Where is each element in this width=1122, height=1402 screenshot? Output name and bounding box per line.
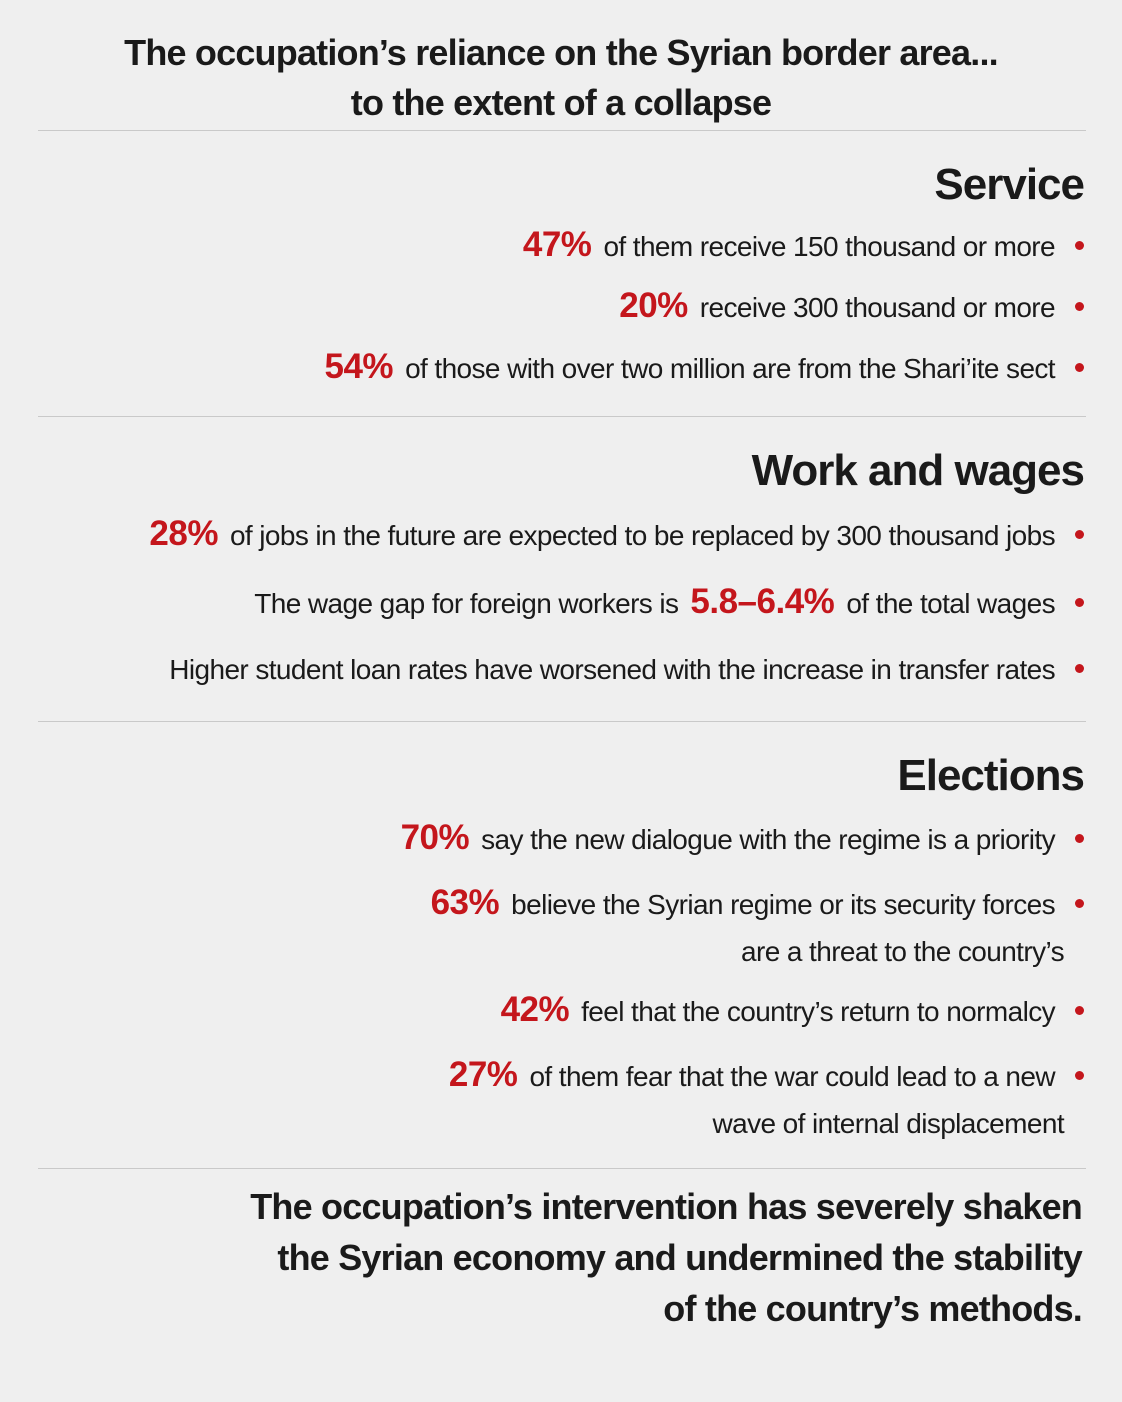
bullet-dot	[1075, 363, 1084, 372]
sections: Service 47% of them receive 150 thousand o…	[0, 155, 1122, 1169]
highlight-figure: 5.8–6.4%	[690, 582, 835, 621]
item-text: receive 300 thousand or more	[699, 292, 1056, 323]
item-text: say the new dialogue with the regime is …	[481, 824, 1055, 855]
highlight-figure: 54%	[324, 347, 394, 386]
bullet-dot	[1075, 241, 1084, 250]
item-text: feel that the country’s return to normal…	[581, 996, 1055, 1027]
section: Service 47% of them receive 150 thousand o…	[0, 155, 1122, 398]
section-heading: Service	[934, 160, 1085, 209]
bullet-item: 28% of jobs in the future are expected to…	[0, 501, 1084, 569]
section-heading: Elections	[897, 751, 1085, 800]
bullet-dot	[1075, 598, 1084, 607]
highlight-figure: 27%	[448, 1055, 518, 1094]
footer-line: the Syrian economy and undermined the st…	[277, 1237, 1082, 1278]
item-text: of them receive 150 thousand or more	[603, 231, 1055, 262]
highlight-figure: 47%	[522, 225, 592, 264]
highlight-figure: 42%	[500, 990, 570, 1029]
highlight-figure: 70%	[400, 818, 470, 857]
item-text: believe the Syrian regime or its securit…	[511, 889, 1055, 920]
bullet-item: 27% of them fear that the war could lead …	[0, 1043, 1084, 1108]
divider	[38, 721, 1086, 722]
divider	[38, 130, 1086, 131]
footer-line: The occupation’s intervention has severe…	[250, 1186, 1083, 1227]
bullet-dot	[1075, 664, 1084, 673]
footer-line: of the country’s methods.	[663, 1288, 1083, 1329]
item-text: Higher student loan rates have worsened …	[169, 654, 1055, 685]
bullet-item: 63% believe the Syrian regime or its secu…	[0, 871, 1084, 936]
highlight-figure: 28%	[149, 514, 218, 553]
item-continuation: are a threat to the country’s	[741, 936, 1065, 967]
title-line: to the extent of a collapse	[350, 82, 772, 123]
section: Work and wages 28% of jobs in the future a…	[0, 441, 1122, 703]
highlight-figure: 20%	[619, 286, 688, 325]
bullet-item: 20% receive 300 thousand or more	[0, 276, 1084, 337]
section: Elections 70% say the new dialogue with th…	[0, 746, 1122, 1150]
bullet-item: 54% of those with over two million are fr…	[0, 337, 1084, 398]
bullet-dot	[1075, 899, 1084, 908]
bullet-item: 42% feel that the country’s return to nor…	[0, 978, 1084, 1043]
bullet-item: The wage gap for foreign workers is 5.8–6…	[0, 569, 1084, 637]
bullet-dot	[1075, 530, 1084, 539]
bullet-item: Higher student loan rates have worsened …	[0, 637, 1084, 703]
divider	[38, 1168, 1086, 1169]
bullet-item: 47% of them receive 150 thousand or more	[0, 215, 1084, 276]
item-text: The wage gap for foreign workers is	[254, 588, 679, 619]
bullet-dot	[1075, 302, 1084, 311]
item-text: of them fear that the war could lead to …	[529, 1061, 1055, 1092]
bullet-dot	[1075, 834, 1084, 843]
highlight-figure: 63%	[430, 883, 500, 922]
item-continuation: wave of internal displacement	[712, 1108, 1065, 1139]
title: The occupation’s reliance on the Syrian …	[0, 0, 1122, 128]
bullet-dot	[1075, 1071, 1084, 1080]
item-text: of the total wages	[846, 588, 1055, 619]
item-text: of those with over two million are from …	[405, 353, 1056, 384]
title-line: The occupation’s reliance on the Syrian …	[124, 32, 999, 73]
divider	[38, 416, 1086, 417]
item-text: of jobs in the future are expected to be…	[229, 520, 1056, 551]
bullet-item: 70% say the new dialogue with the regime …	[0, 806, 1084, 871]
section-heading: Work and wages	[751, 446, 1085, 495]
bullet-dot	[1075, 1006, 1084, 1015]
footer: The occupation’s intervention has severe…	[0, 1181, 1122, 1334]
